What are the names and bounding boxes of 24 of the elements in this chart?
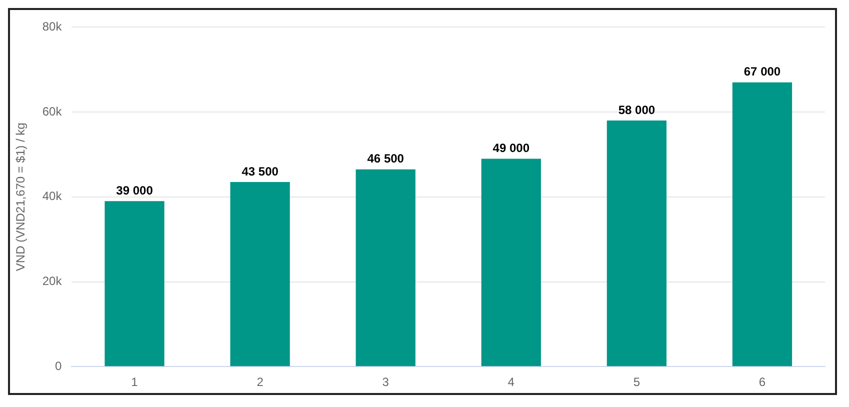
- y-tick-label: 80k: [42, 20, 63, 34]
- bar: [104, 201, 164, 366]
- y-tick-label: 40k: [42, 189, 63, 204]
- data-label: 67 000: [744, 64, 781, 79]
- x-tick-label: 5: [633, 375, 640, 390]
- y-tick-label: 20k: [42, 274, 63, 288]
- bar: [732, 82, 792, 366]
- data-label: 43 500: [242, 164, 279, 178]
- data-label: 46 500: [367, 152, 404, 166]
- x-tick-label: 6: [758, 375, 766, 390]
- y-axis-title: VND (VND21,670 = $1) / kg: [14, 122, 28, 272]
- data-label: 39 000: [116, 183, 154, 198]
- y-tick-label: 0: [55, 358, 62, 373]
- bar: [606, 120, 667, 366]
- data-label: 49 000: [492, 141, 530, 156]
- y-tick-label: 60k: [42, 104, 63, 118]
- x-tick-label: 2: [256, 375, 264, 390]
- bar: [356, 169, 416, 366]
- x-tick-label: 4: [508, 375, 515, 390]
- data-label: 58 000: [618, 102, 656, 117]
- x-tick-label: 3: [382, 375, 390, 390]
- x-tick-label: 1: [131, 375, 138, 390]
- bar: [481, 158, 541, 366]
- bar: [230, 182, 290, 366]
